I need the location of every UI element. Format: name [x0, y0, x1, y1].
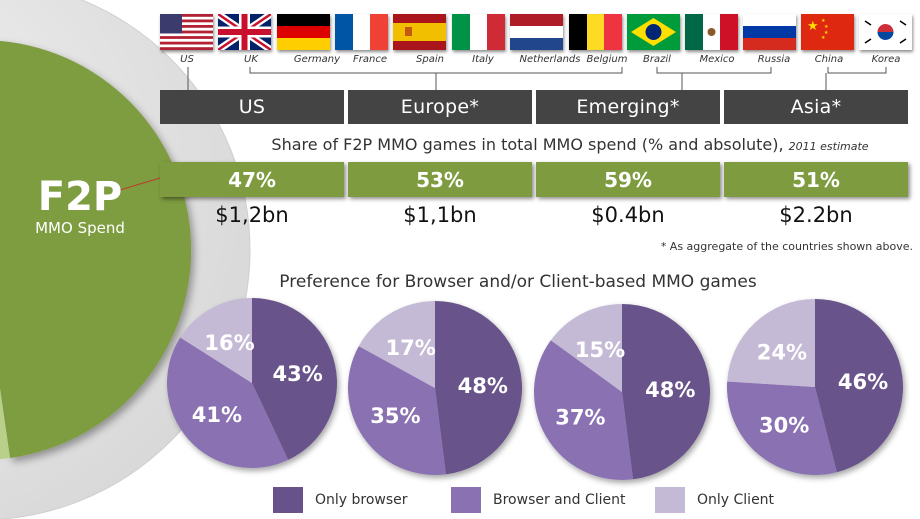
- brazil-flag-icon: [627, 14, 680, 50]
- country-name: Korea: [871, 54, 901, 65]
- share-subtitle: 2011 estimate: [788, 140, 869, 153]
- country-name: Brazil: [643, 54, 671, 65]
- share-title: Share of F2P MMO games in total MMO spen…: [0, 135, 920, 154]
- country-name: UK: [244, 54, 258, 65]
- absolute-value-emerging: $0.4bn: [591, 203, 665, 227]
- country-name: Mexico: [699, 54, 735, 65]
- france-flag-icon: [335, 14, 388, 50]
- absolute-value-asia: $2.2bn: [779, 203, 853, 227]
- mexico-flag-icon: [685, 14, 738, 50]
- uk-flag-icon: [218, 14, 271, 50]
- region-bar-asia: Asia*: [724, 90, 908, 124]
- legend-only-client: Only Client: [655, 487, 774, 513]
- belgium-flag-icon: [569, 14, 622, 50]
- legend-only-browser: Only browser: [273, 487, 408, 513]
- country-name: Russia: [757, 54, 791, 65]
- svg-text:★: ★: [824, 24, 829, 30]
- share-title-text: Share of F2P MMO games in total MMO spen…: [271, 135, 784, 154]
- country-name: Netherlands: [519, 54, 581, 65]
- footnote: * As aggregate of the countries shown ab…: [660, 240, 913, 253]
- spain-flag-icon: [393, 14, 446, 50]
- region-bar-emerging: Emerging*: [536, 90, 720, 124]
- russia-flag-icon: [743, 14, 796, 50]
- legend-label: Only browser: [315, 492, 408, 508]
- share-box-europe: 53%: [348, 162, 532, 197]
- italy-flag-icon: [452, 14, 505, 50]
- f2p-pie-slice-light: [0, 388, 10, 460]
- f2p-label: F2P MMO Spend: [0, 175, 160, 237]
- legend-swatch: [451, 487, 481, 513]
- f2p-connector: [119, 177, 161, 191]
- country-name: China: [814, 54, 844, 65]
- legend-label: Browser and Client: [493, 492, 626, 508]
- country-name: France: [353, 54, 387, 65]
- legend-swatch: [273, 487, 303, 513]
- region-connectors: [187, 67, 887, 90]
- absolute-value-us: $1,2bn: [215, 203, 289, 227]
- f2p-subtitle: MMO Spend: [35, 219, 125, 237]
- legend-label: Only Client: [697, 492, 775, 508]
- svg-text:★: ★: [821, 35, 826, 41]
- region-bar-europe: Europe*: [348, 90, 532, 124]
- share-box-emerging: 59%: [536, 162, 720, 197]
- country-name: Italy: [472, 54, 494, 65]
- svg-text:★: ★: [824, 30, 829, 36]
- us-flag-icon: [160, 14, 213, 50]
- china-flag-icon: ★ ★ ★ ★ ★: [801, 14, 854, 50]
- region-bar-us: US: [160, 90, 344, 124]
- pie-chart-title: Preference for Browser and/or Client-bas…: [279, 272, 757, 292]
- absolute-value-europe: $1,1bn: [403, 203, 477, 227]
- country-name: Spain: [416, 54, 444, 65]
- legend-browser-and-client: Browser and Client: [451, 487, 626, 513]
- share-box-us: 47%: [160, 162, 344, 197]
- country-name: US: [180, 54, 194, 65]
- svg-text:★: ★: [807, 19, 819, 34]
- share-box-asia: 51%: [724, 162, 908, 197]
- f2p-title: F2P: [37, 174, 123, 220]
- legend-swatch: [655, 487, 685, 513]
- netherlands-flag-icon: [510, 14, 563, 50]
- country-name: Belgium: [586, 54, 628, 65]
- country-name: Germany: [293, 54, 341, 65]
- korea-flag-icon: [859, 14, 912, 50]
- f2p-pie-slice: [0, 40, 192, 458]
- svg-text:★: ★: [821, 18, 826, 24]
- germany-flag-icon: [277, 14, 330, 50]
